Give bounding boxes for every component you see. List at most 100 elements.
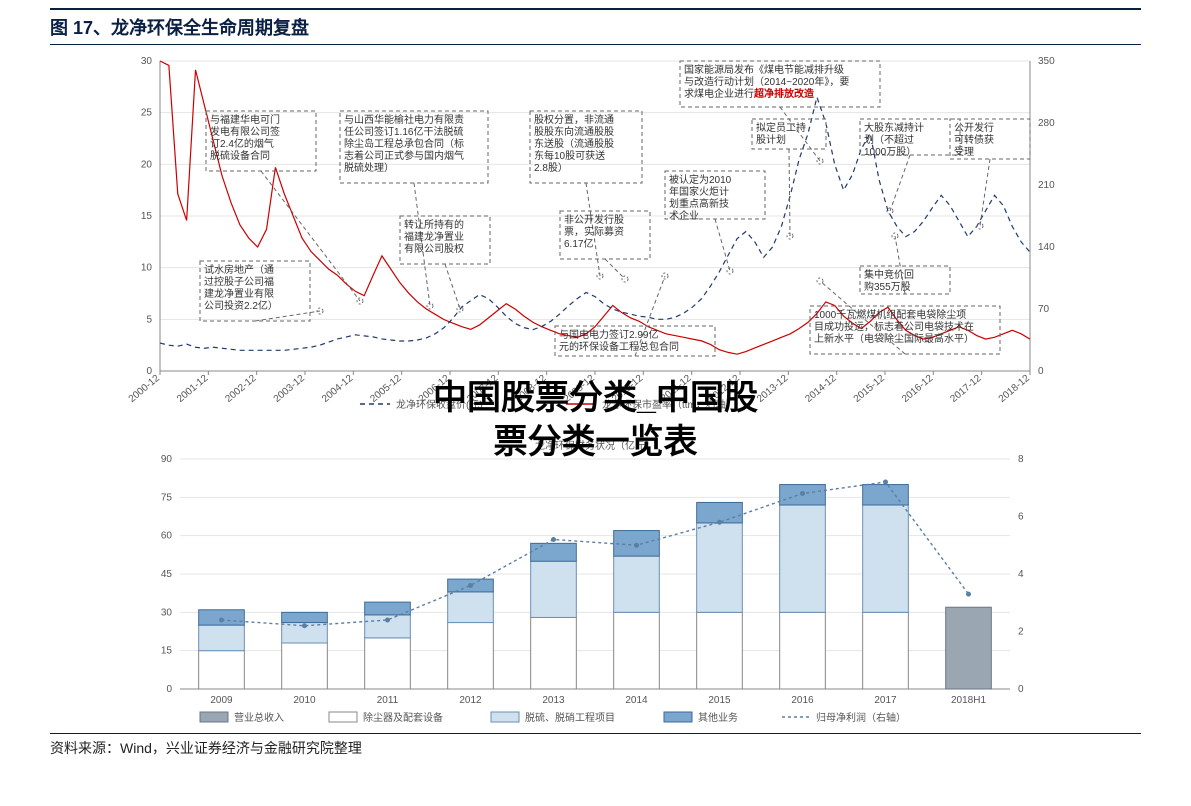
svg-text:15: 15 bbox=[161, 646, 173, 657]
svg-text:股股东向流通股股: 股股东向流通股股 bbox=[534, 125, 614, 138]
svg-text:转让所持有的: 转让所持有的 bbox=[404, 218, 464, 231]
svg-text:280: 280 bbox=[1038, 118, 1055, 129]
svg-text:集中竞价回: 集中竞价回 bbox=[864, 268, 914, 281]
svg-text:350: 350 bbox=[1038, 56, 1055, 67]
svg-text:8: 8 bbox=[1018, 454, 1024, 465]
charts-container: 0510152025300701402102803502000-122001-1… bbox=[50, 51, 1141, 731]
svg-text:2017: 2017 bbox=[874, 695, 897, 706]
svg-text:元的环保设备工程总包合同: 元的环保设备工程总包合同 bbox=[559, 340, 679, 353]
svg-text:龙净环保收盘价(元): 龙净环保收盘价(元) bbox=[396, 398, 483, 411]
svg-text:求煤电企业进行: 求煤电企业进行 bbox=[684, 87, 754, 100]
svg-text:股计划: 股计划 bbox=[756, 133, 786, 146]
top-chart: 0510152025300701402102803502000-122001-1… bbox=[50, 51, 1110, 431]
rule-above-source bbox=[50, 733, 1141, 734]
svg-text:东每10股可获送: 东每10股可获送 bbox=[534, 149, 605, 162]
svg-text:东送股（流通股股: 东送股（流通股股 bbox=[534, 137, 614, 150]
svg-text:30: 30 bbox=[141, 56, 153, 67]
svg-text:70: 70 bbox=[1038, 304, 1050, 315]
svg-text:2012: 2012 bbox=[459, 695, 482, 706]
svg-text:受理: 受理 bbox=[954, 146, 974, 158]
svg-text:6.17亿: 6.17亿 bbox=[564, 237, 593, 250]
svg-text:非公开发行股: 非公开发行股 bbox=[564, 213, 624, 226]
rule-under-caption bbox=[50, 44, 1141, 45]
svg-text:0: 0 bbox=[166, 684, 172, 695]
svg-text:2013-12: 2013-12 bbox=[755, 373, 791, 405]
rule-top bbox=[50, 8, 1141, 10]
svg-text:2018H1: 2018H1 bbox=[951, 695, 986, 706]
svg-text:2014-12: 2014-12 bbox=[803, 373, 839, 405]
svg-text:2004-12: 2004-12 bbox=[320, 373, 356, 405]
svg-text:划重点高新技: 划重点高新技 bbox=[669, 197, 729, 210]
svg-text:75: 75 bbox=[161, 492, 173, 503]
svg-text:志着公司正式参与国内烟气: 志着公司正式参与国内烟气 bbox=[344, 149, 464, 162]
svg-text:营业总收入: 营业总收入 bbox=[234, 711, 284, 724]
svg-text:公司投资2.2亿）: 公司投资2.2亿） bbox=[204, 299, 278, 312]
figure-caption: 图 17、龙净环保全生命周期复盘 bbox=[50, 14, 1141, 40]
svg-text:2014: 2014 bbox=[625, 695, 648, 706]
svg-text:140: 140 bbox=[1038, 242, 1055, 253]
figure-number: 图 17、 bbox=[50, 18, 111, 38]
svg-text:2003-12: 2003-12 bbox=[272, 373, 308, 405]
svg-text:1000万股）: 1000万股） bbox=[864, 146, 916, 158]
svg-text:大股东减持计: 大股东减持计 bbox=[864, 121, 924, 134]
svg-text:有限公司股权: 有限公司股权 bbox=[404, 242, 464, 255]
svg-text:术企业: 术企业 bbox=[669, 209, 699, 222]
svg-text:国家能源局发布《煤电节能减排升级: 国家能源局发布《煤电节能减排升级 bbox=[684, 63, 844, 76]
svg-text:2002-12: 2002-12 bbox=[223, 373, 259, 405]
svg-text:210: 210 bbox=[1038, 180, 1055, 191]
svg-text:2018-12: 2018-12 bbox=[997, 373, 1033, 405]
svg-text:0: 0 bbox=[1038, 366, 1044, 377]
svg-text:脱硫处理）: 脱硫处理） bbox=[344, 161, 394, 174]
svg-text:2011: 2011 bbox=[377, 695, 399, 706]
svg-text:龙净环保财务状况（亿元）: 龙净环保财务状况（亿元） bbox=[535, 439, 655, 452]
svg-text:除尘器及配套设备: 除尘器及配套设备 bbox=[363, 711, 443, 724]
svg-text:2: 2 bbox=[1018, 627, 1024, 638]
svg-text:被认定为2010: 被认定为2010 bbox=[669, 173, 732, 186]
svg-text:2015-12: 2015-12 bbox=[852, 373, 888, 405]
svg-text:可转债获: 可转债获 bbox=[954, 133, 994, 146]
svg-text:45: 45 bbox=[161, 569, 173, 580]
svg-text:20: 20 bbox=[141, 159, 153, 170]
svg-text:年国家火炬计: 年国家火炬计 bbox=[669, 185, 729, 198]
svg-text:15: 15 bbox=[141, 211, 153, 222]
svg-text:龙净环保市盈率（ttm，右轴）: 龙净环保市盈率（ttm，右轴） bbox=[602, 398, 736, 411]
svg-text:5: 5 bbox=[146, 314, 152, 325]
svg-text:脱硫、脱硝工程项目: 脱硫、脱硝工程项目 bbox=[525, 711, 615, 724]
svg-text:2010: 2010 bbox=[293, 695, 316, 706]
svg-text:归母净利润（右轴）: 归母净利润（右轴） bbox=[816, 711, 906, 724]
svg-text:2008-12: 2008-12 bbox=[513, 373, 549, 405]
bottom-chart: 龙净环保财务状况（亿元）0153045607590024682009201020… bbox=[50, 431, 1110, 731]
svg-text:发电有限公司签: 发电有限公司签 bbox=[210, 125, 280, 138]
svg-text:2016-12: 2016-12 bbox=[900, 373, 936, 405]
svg-text:订2.4亿的烟气: 订2.4亿的烟气 bbox=[210, 137, 274, 150]
svg-text:上新水平（电袋除尘国际最高水平）: 上新水平（电袋除尘国际最高水平） bbox=[814, 332, 974, 345]
svg-text:划（不超过: 划（不超过 bbox=[864, 133, 914, 146]
svg-text:2000-12: 2000-12 bbox=[127, 373, 163, 405]
svg-text:2016: 2016 bbox=[791, 695, 814, 706]
svg-text:25: 25 bbox=[141, 108, 153, 119]
svg-text:试水房地产（通: 试水房地产（通 bbox=[204, 263, 274, 276]
svg-text:超净排放改造: 超净排放改造 bbox=[753, 87, 815, 100]
figure-title: 龙净环保全生命周期复盘 bbox=[111, 18, 309, 38]
svg-text:2017-12: 2017-12 bbox=[948, 373, 984, 405]
svg-text:与改造行动计划（2014~2020年》，要: 与改造行动计划（2014~2020年》，要 bbox=[684, 75, 849, 88]
svg-text:2.8股）: 2.8股） bbox=[534, 162, 568, 174]
svg-text:4: 4 bbox=[1018, 569, 1024, 580]
svg-text:公开发行: 公开发行 bbox=[954, 121, 994, 134]
svg-text:除尘岛工程总承包合同（标: 除尘岛工程总承包合同（标 bbox=[344, 137, 464, 150]
svg-text:过控股子公司福: 过控股子公司福 bbox=[204, 275, 274, 288]
svg-text:6: 6 bbox=[1018, 512, 1024, 523]
svg-text:福建龙净置业: 福建龙净置业 bbox=[404, 230, 464, 243]
svg-text:60: 60 bbox=[161, 531, 173, 542]
svg-text:1000千瓦燃煤机组配套电袋除尘项: 1000千瓦燃煤机组配套电袋除尘项 bbox=[814, 308, 966, 321]
source-label: 资料来源：Wind，兴业证券经济与金融研究院整理 bbox=[50, 738, 1141, 758]
svg-text:2009-12: 2009-12 bbox=[562, 373, 598, 405]
svg-text:建龙净置业有限: 建龙净置业有限 bbox=[204, 287, 274, 300]
svg-text:票，实际募资: 票，实际募资 bbox=[564, 225, 624, 238]
svg-text:任公司签订1.16亿干法脱硫: 任公司签订1.16亿干法脱硫 bbox=[344, 125, 463, 138]
svg-text:与福建华电可门: 与福建华电可门 bbox=[210, 113, 280, 126]
svg-text:0: 0 bbox=[1018, 684, 1024, 695]
svg-text:10: 10 bbox=[141, 263, 153, 274]
svg-text:30: 30 bbox=[161, 607, 173, 618]
svg-text:90: 90 bbox=[161, 454, 173, 465]
